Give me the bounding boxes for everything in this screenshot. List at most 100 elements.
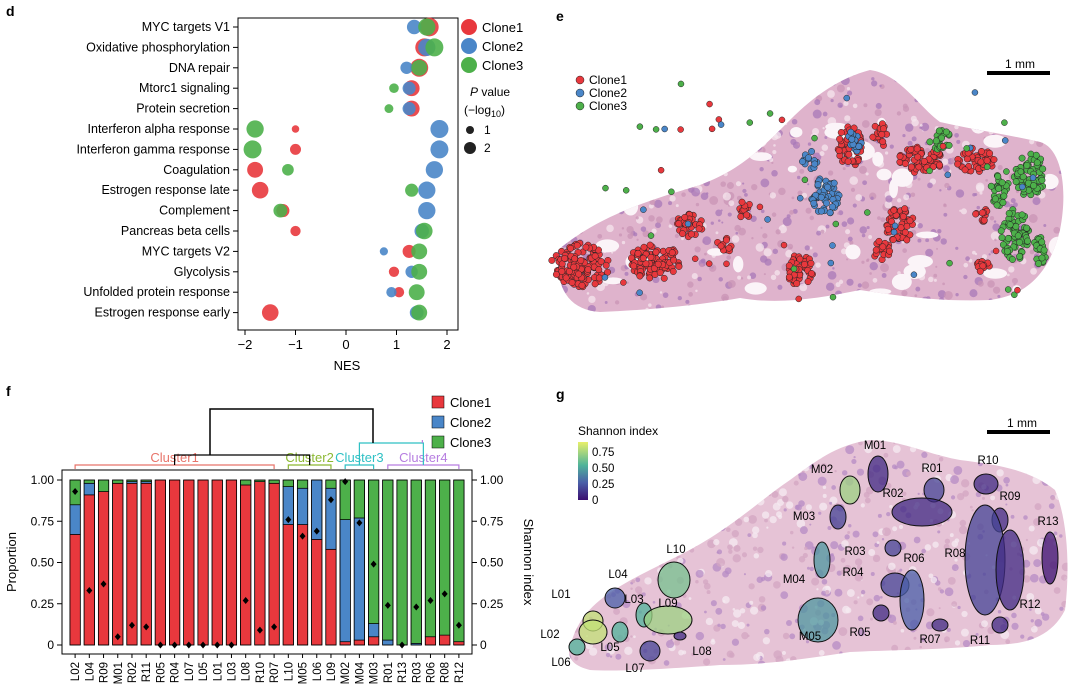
tissue-texture [677,449,680,452]
size-legend-dot [466,126,474,134]
tissue-texture [914,294,918,298]
tissue-texture [804,546,808,551]
clone-spot [656,269,664,277]
x-tick-label: 2 [443,337,450,352]
tissue-texture [809,246,813,250]
tissue-hole [876,168,892,181]
tissue-texture [772,149,777,155]
tissue-texture [753,653,761,661]
tissue-texture [843,100,849,107]
tissue-texture [590,595,594,599]
tissue-texture [868,235,873,239]
tissue-texture [963,262,969,268]
tissue-texture [756,497,765,506]
tissue-texture [832,440,841,449]
tissue-texture [786,665,792,671]
tissue-texture [1025,538,1028,542]
tissue-texture [773,475,777,480]
tissue-texture [762,637,771,645]
tissue-texture [613,608,621,615]
tissue-texture [957,605,961,610]
tissue-texture [640,293,648,301]
tissue-texture [579,529,587,537]
tissue-texture [822,493,827,498]
tissue-texture [900,628,905,633]
clone-spot [901,205,909,213]
tissue-texture [997,165,1003,171]
tissue-texture [1046,446,1053,453]
clone-spot [810,199,818,207]
tissue-texture [732,554,741,563]
tissue-texture [597,233,603,239]
tissue-texture [1008,266,1015,273]
tissue-texture [725,440,730,444]
tissue-texture [597,547,604,554]
data-point [415,222,433,240]
tissue-texture [735,516,740,520]
tissue-texture [860,589,866,595]
clone-spot [681,213,689,221]
tissue-texture [884,200,893,209]
tissue-texture [693,486,699,493]
tissue-texture [607,539,611,543]
tissue-texture [866,258,870,261]
legend-label: Clone1 [482,20,523,35]
tissue-texture [717,522,726,532]
tissue-texture [861,281,870,289]
tissue-texture [764,472,772,479]
tissue-texture [757,660,766,669]
tissue-texture [793,445,799,451]
clone-spot [561,254,569,262]
tissue-texture [575,608,578,612]
data-point [402,81,416,95]
clone-spot [558,267,566,275]
tissue-hole [825,122,848,132]
y-category-label: DNA repair [169,61,230,75]
tissue-texture [609,511,612,514]
tissue-texture [1030,268,1037,275]
tissue-texture [880,595,883,599]
tissue-texture [1063,656,1068,661]
clone-spot [901,160,909,168]
tissue-texture [824,135,828,140]
tissue-texture [967,440,974,447]
tissue-texture [1011,440,1019,443]
tissue-texture [822,111,828,117]
tissue-texture [765,569,773,578]
tissue-texture [822,126,825,130]
tissue-texture [613,541,618,546]
tissue-texture [1066,545,1068,548]
tissue-texture [811,577,820,586]
tissue-texture [561,471,569,479]
tissue-texture [870,617,873,621]
tissue-texture [756,465,761,469]
x-tick-label: 0 [342,337,349,352]
tissue-hole [891,273,912,290]
clone-spot [584,266,592,273]
tissue-texture [702,236,712,246]
tissue-texture [627,442,633,448]
tissue-texture [858,165,867,174]
tissue-texture [571,469,575,473]
tissue-texture [856,468,865,476]
tissue-texture [907,666,917,671]
tissue-texture [1030,646,1035,652]
tissue-texture [889,144,894,149]
tissue-texture [1073,546,1076,549]
tissue-texture [960,479,970,488]
tissue-texture [919,645,922,649]
tissue-texture [891,464,897,470]
tissue-texture [993,220,997,223]
tissue-texture [1006,672,1009,675]
tissue-texture [722,600,726,603]
tissue-texture [652,600,656,604]
tissue-texture [588,647,598,656]
clone-spot [875,237,883,245]
clone-spot [835,147,843,155]
tissue-texture [998,651,1002,655]
tissue-texture [997,610,1002,614]
tissue-texture [641,449,650,457]
tissue-texture [1034,619,1043,627]
tissue-texture [1068,670,1070,672]
tissue-texture [862,180,868,186]
